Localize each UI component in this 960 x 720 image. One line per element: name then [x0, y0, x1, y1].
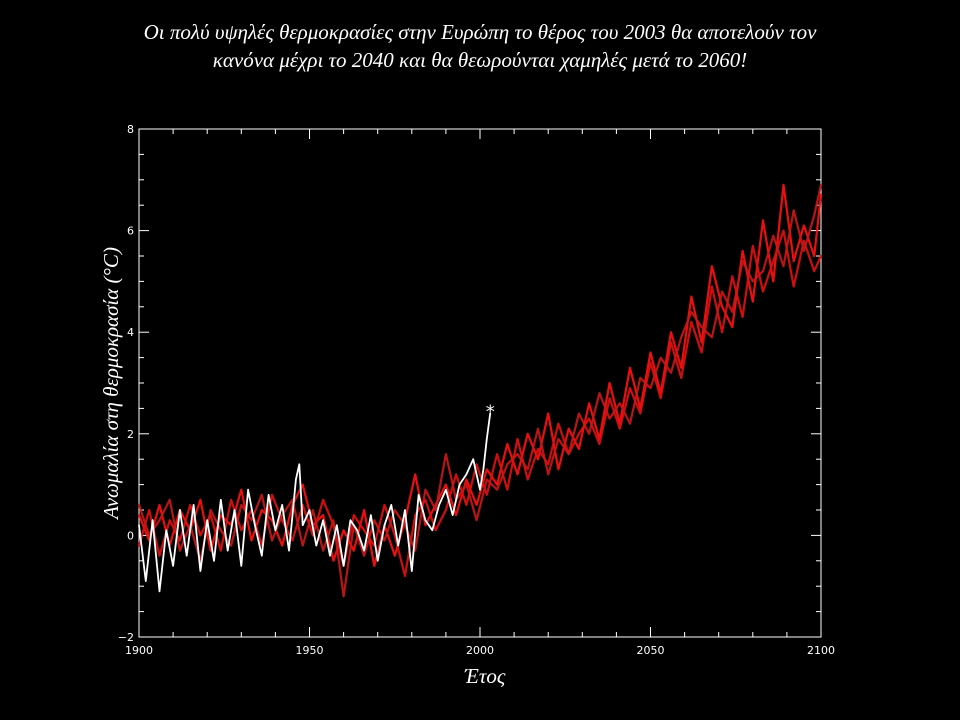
observation-2003-marker: *: [486, 401, 495, 422]
y-tick-label: 4: [127, 326, 134, 339]
y-axis-label: Ανωμαλία στη θερμοκρασία (°C): [99, 247, 123, 521]
x-tick-label: 2100: [807, 644, 835, 657]
series-layer: *: [137, 183, 823, 598]
y-tick-label: 8: [127, 123, 134, 136]
series-line-2: [137, 229, 823, 578]
x-axis-label: Έτος: [464, 664, 506, 688]
series-line-3: [137, 183, 823, 598]
y-tick-label: 2: [127, 428, 134, 441]
axis-ticks: 1900 1950 2000 2050 2100 −2 0 2 4 6 8: [118, 123, 835, 657]
x-tick-label: 2050: [637, 644, 665, 657]
title-line-2: κανόνα μέχρι το 2040 και θα θεωρούνται χ…: [212, 48, 748, 72]
y-tick-label: 0: [127, 529, 134, 542]
x-tick-label: 1900: [125, 644, 153, 657]
series-line-1: [137, 183, 823, 567]
x-tick-label: 1950: [296, 644, 324, 657]
series-line-observations: [138, 412, 492, 593]
x-tick-label: 2000: [466, 644, 494, 657]
y-tick-label: −2: [118, 631, 134, 644]
y-tick-label: 6: [127, 225, 134, 238]
page-title: Οι πολύ υψηλές θερμοκρασίες στην Ευρώπη …: [40, 18, 920, 74]
title-line-1: Οι πολύ υψηλές θερμοκρασίες στην Ευρώπη …: [143, 20, 817, 44]
